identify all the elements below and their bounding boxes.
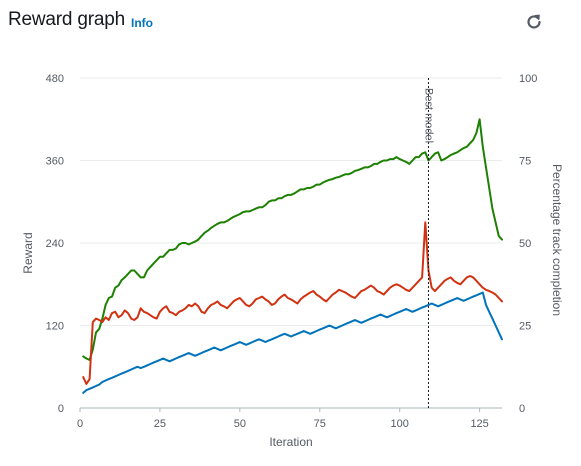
page-title: Reward graph — [8, 9, 125, 30]
series-line-green — [82, 118, 503, 361]
y-left-tick-label: 360 — [46, 156, 64, 168]
x-axis-ticks: 0 25 50 75 100 125 — [77, 408, 489, 430]
left-axis-ticks: 0 120 240 360 480 — [46, 73, 64, 415]
y-right-tick-label: 0 — [519, 403, 525, 415]
x-tick-label: 50 — [234, 418, 246, 430]
x-tick-label: 100 — [391, 418, 409, 430]
reward-chart: 0 120 240 360 480 0 25 50 75 100 0 25 50 75 100 125 B… — [21, 73, 564, 449]
x-tick-label: 75 — [314, 418, 326, 430]
y-left-tick-label: 120 — [46, 321, 64, 333]
refresh-icon — [527, 14, 541, 29]
best-model-label: Best model — [422, 88, 434, 143]
y-left-tick-label: 0 — [58, 403, 64, 415]
y-left-tick-label: 480 — [46, 73, 64, 85]
y-left-tick-label: 240 — [46, 238, 64, 250]
refresh-button[interactable] — [520, 8, 548, 36]
x-tick-label: 0 — [77, 418, 83, 430]
x-tick-label: 25 — [154, 418, 166, 430]
grid-lines — [80, 77, 502, 326]
y-right-tick-label: 50 — [519, 238, 531, 250]
series-layer — [82, 118, 503, 394]
right-axis-ticks: 0 25 50 75 100 — [519, 73, 537, 415]
series-line-red — [82, 221, 503, 385]
info-link[interactable]: Info — [131, 16, 153, 30]
x-axis-label: Iteration — [269, 435, 312, 449]
y-axis-label-right: Percentage track completion — [550, 164, 564, 316]
y-right-tick-label: 25 — [519, 321, 531, 333]
y-right-tick-label: 75 — [519, 156, 531, 168]
series-line-blue — [82, 291, 503, 394]
x-tick-label: 125 — [470, 418, 488, 430]
page-header: Reward graph Info — [0, 0, 581, 46]
y-axis-label-left: Reward — [21, 232, 35, 273]
y-right-tick-label: 100 — [519, 73, 537, 85]
